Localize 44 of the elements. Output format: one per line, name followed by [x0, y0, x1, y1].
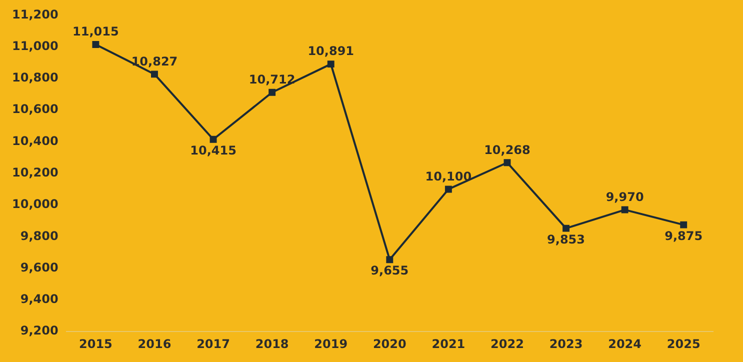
point	[386, 256, 394, 264]
data-label: 9,853	[547, 232, 586, 246]
x-tick-label: 2016	[138, 336, 172, 351]
x-tick-label: 2018	[255, 336, 289, 351]
data-label: 9,970	[606, 190, 644, 204]
point	[504, 159, 511, 166]
data-label: 9,655	[370, 264, 409, 278]
y-tick-label: 11,200	[12, 7, 58, 22]
point	[327, 60, 334, 68]
y-tick-label: 10,400	[12, 134, 58, 148]
y-tick-label: 10,200	[12, 166, 58, 180]
x-tick-label: 2022	[490, 336, 524, 351]
point	[621, 206, 628, 214]
x-tick-label: 2025	[666, 336, 700, 351]
point	[562, 224, 570, 232]
point	[680, 221, 688, 228]
x-tick-label: 2024	[608, 336, 642, 351]
y-tick-label: 10,000	[12, 197, 58, 212]
point	[210, 136, 217, 143]
x-tick-label: 2023	[549, 336, 583, 351]
x-tick-label: 2021	[432, 336, 466, 351]
x-tick-label: 2020	[372, 336, 406, 351]
data-label: 10,891	[308, 44, 354, 58]
y-tick-label: 9,200	[20, 324, 58, 338]
y-tick-label: 10,600	[12, 102, 58, 116]
y-tick-label: 9,400	[20, 292, 58, 306]
x-tick-label: 2019	[314, 336, 348, 351]
x-tick-label: 2015	[79, 336, 112, 351]
data-label: 11,015	[72, 24, 119, 39]
data-label: 10,100	[425, 169, 472, 184]
point	[151, 70, 158, 78]
y-tick-label: 11,000	[12, 38, 58, 53]
data-label: 10,827	[131, 54, 178, 68]
data-label: 10,712	[248, 72, 296, 87]
data-label: 9,875	[664, 228, 703, 243]
point	[268, 88, 276, 96]
data-label: 10,268	[484, 142, 530, 157]
y-tick-label: 9,600	[20, 260, 58, 274]
y-tick-label: 9,800	[20, 228, 58, 243]
x-tick-label: 2017	[196, 336, 230, 351]
data-label: 10,415	[190, 144, 236, 158]
point	[444, 186, 452, 193]
y-tick-label: 10,800	[12, 70, 58, 85]
point	[92, 40, 100, 48]
